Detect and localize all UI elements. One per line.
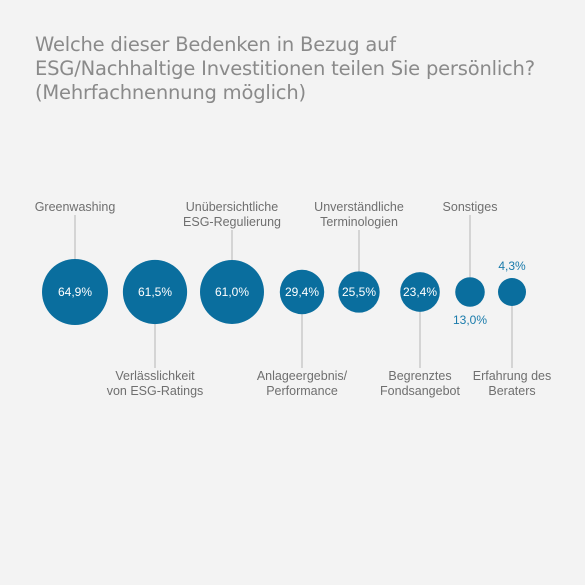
category-label: Fondsangebot xyxy=(380,384,460,398)
category-label: Greenwashing xyxy=(35,200,116,214)
category-label: Unverständliche xyxy=(314,200,404,214)
value-label: 23,4% xyxy=(403,285,437,299)
bubble xyxy=(42,259,108,325)
category-label: Beraters xyxy=(488,384,535,398)
bubble xyxy=(498,278,526,306)
value-label: 64,9% xyxy=(58,285,92,299)
value-label: 4,3% xyxy=(498,259,526,273)
category-label: Verlässlichkeit xyxy=(115,369,195,383)
value-label: 29,4% xyxy=(285,285,319,299)
category-label: Unübersichtliche xyxy=(186,200,278,214)
bubble xyxy=(279,269,325,315)
bubble xyxy=(122,259,188,325)
value-label: 61,5% xyxy=(138,285,172,299)
chart-title-line-2: ESG/Nachhaltige Investitionen teilen Sie… xyxy=(35,57,535,80)
category-label: Erfahrung des xyxy=(473,369,552,383)
category-label: Performance xyxy=(266,384,338,398)
category-label: ESG-Regulierung xyxy=(183,215,281,229)
category-label: Terminologien xyxy=(320,215,398,229)
chart-title-line-1: Welche dieser Bedenken in Bezug auf xyxy=(35,33,396,56)
category-label: Sonstiges xyxy=(443,200,498,214)
bubble xyxy=(455,277,485,307)
value-label: 25,5% xyxy=(342,285,376,299)
category-label: Begrenztes xyxy=(388,369,451,383)
bubble xyxy=(338,271,380,313)
category-label: Anlageergebnis/ xyxy=(257,369,348,383)
bubble xyxy=(200,260,264,324)
value-label: 61,0% xyxy=(215,285,249,299)
chart-title-line-3: (Mehrfachnennung möglich) xyxy=(35,81,306,104)
category-label: von ESG-Ratings xyxy=(107,384,204,398)
bubble xyxy=(400,272,440,312)
value-label: 13,0% xyxy=(453,313,487,327)
